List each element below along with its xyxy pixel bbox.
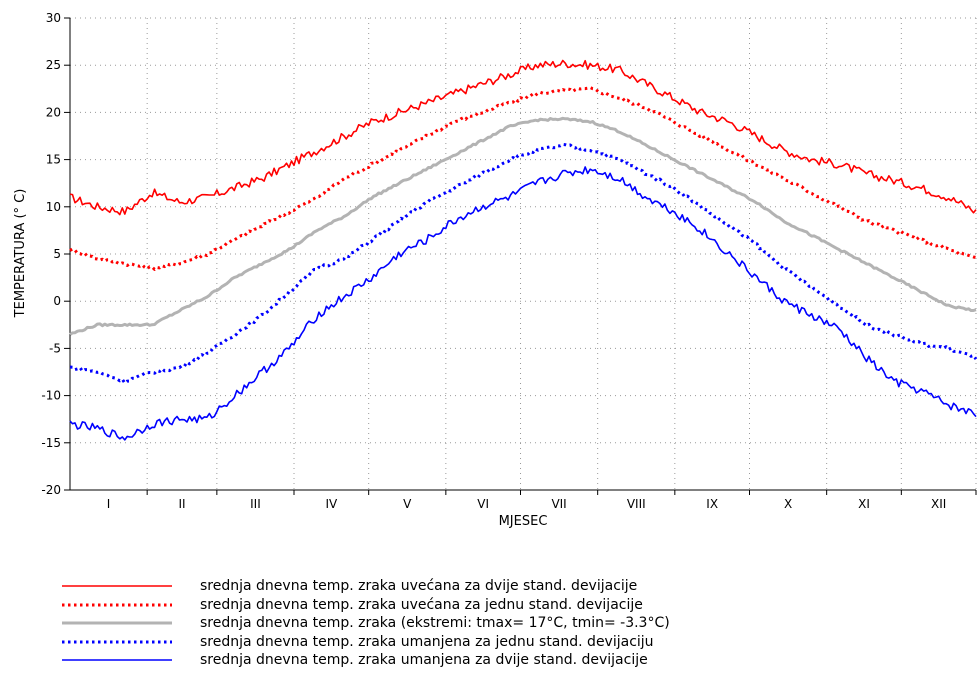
x-tick-label: IV xyxy=(325,497,338,511)
y-tick-label: -10 xyxy=(41,389,61,403)
x-tick-label: V xyxy=(403,497,412,511)
x-tick-label: II xyxy=(178,497,185,511)
legend-item: srednja dnevna temp. zraka uvećana za dv… xyxy=(62,577,962,596)
y-tick-label: -20 xyxy=(41,483,61,497)
legend: srednja dnevna temp. zraka uvećana za dv… xyxy=(62,577,962,670)
series-group xyxy=(69,59,978,441)
legend-label: srednja dnevna temp. zraka (ekstremi: tm… xyxy=(200,615,670,632)
y-tick-label: 25 xyxy=(46,58,61,72)
series-line-3 xyxy=(69,116,977,336)
x-tick-label: III xyxy=(250,497,261,511)
x-tick-label: IX xyxy=(706,497,718,511)
legend-swatch xyxy=(62,618,172,628)
x-tick-label: X xyxy=(784,497,792,511)
series-line-1 xyxy=(69,59,977,216)
series-line-2 xyxy=(69,86,977,271)
legend-item: srednja dnevna temp. zraka umanjena za d… xyxy=(62,651,962,670)
y-tick-label: -5 xyxy=(49,341,61,355)
legend-swatch xyxy=(62,655,172,665)
series-line-5 xyxy=(69,166,977,441)
y-tick-label: -15 xyxy=(41,436,61,450)
legend-label: srednja dnevna temp. zraka uvećana za je… xyxy=(200,596,643,613)
legend-swatch xyxy=(62,637,172,647)
legend-label: srednja dnevna temp. zraka uvećana za dv… xyxy=(200,578,638,595)
y-tick-label: 0 xyxy=(53,294,61,308)
legend-label: srednja dnevna temp. zraka umanjena za j… xyxy=(200,633,654,650)
y-tick-label: 20 xyxy=(46,105,61,119)
x-axis-title: MJESEC xyxy=(499,514,548,529)
legend-swatch xyxy=(62,600,172,610)
x-tick-label: XI xyxy=(858,497,870,511)
x-tick-label: VI xyxy=(477,497,489,511)
y-tick-label: 10 xyxy=(46,200,61,214)
legend-label: srednja dnevna temp. zraka umanjena za d… xyxy=(200,652,648,669)
series-line-4 xyxy=(69,142,978,385)
y-tick-label: 30 xyxy=(46,11,61,25)
legend-swatch xyxy=(62,581,172,591)
x-tick-label: XII xyxy=(931,497,946,511)
axes xyxy=(64,17,977,495)
y-tick-label: 5 xyxy=(53,247,61,261)
legend-item: srednja dnevna temp. zraka uvećana za je… xyxy=(62,596,962,615)
x-tick-label: VII xyxy=(551,497,566,511)
legend-item: srednja dnevna temp. zraka (ekstremi: tm… xyxy=(62,614,962,633)
grid xyxy=(70,17,977,491)
y-tick-label: 15 xyxy=(46,153,61,167)
legend-item: srednja dnevna temp. zraka umanjena za j… xyxy=(62,633,962,652)
y-axis-title: TEMPERATURA (° C) xyxy=(13,189,28,319)
x-tick-label: VIII xyxy=(627,497,646,511)
x-tick-label: I xyxy=(107,497,111,511)
